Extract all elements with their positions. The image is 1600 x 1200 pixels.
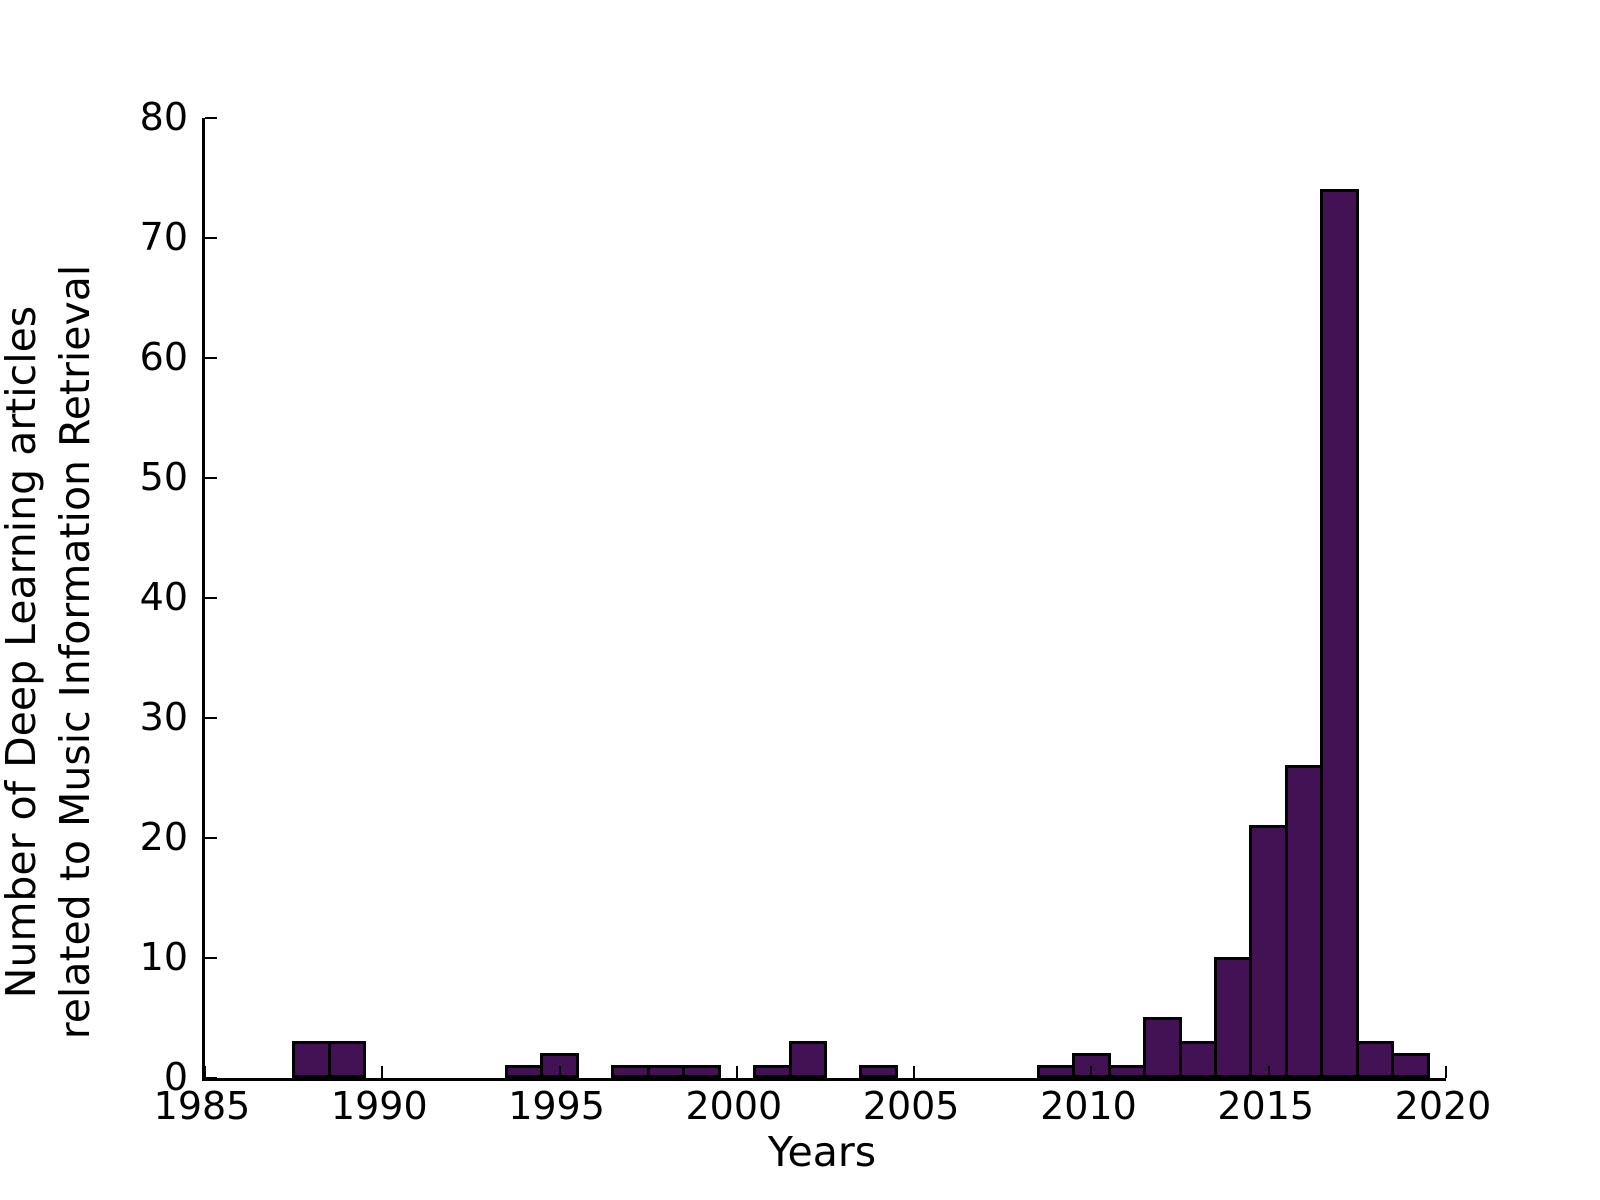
x-axis-label: Years: [767, 1128, 877, 1176]
y-tick-70: [205, 237, 217, 239]
histogram-bar-1988: [292, 1040, 331, 1078]
y-tick-20: [205, 837, 217, 839]
x-tick-label-2020: 2020: [1394, 1084, 1492, 1128]
histogram-bar-2012: [1143, 1016, 1182, 1078]
histogram-bar-2001: [753, 1064, 792, 1078]
y-axis-label-line2: related to Music Information Retrieval: [51, 264, 99, 1040]
y-tick-label-30: 30: [139, 695, 188, 740]
x-tick-1990: [381, 1066, 384, 1078]
histogram-bar-2017: [1320, 188, 1359, 1078]
y-tick-80: [205, 117, 217, 119]
x-tick-label-1985: 1985: [153, 1084, 251, 1128]
x-tick-label-2010: 2010: [1040, 1084, 1137, 1128]
y-tick-0: [205, 1077, 217, 1079]
histogram-bar-2009: [1036, 1064, 1076, 1078]
y-tick-label-60: 60: [139, 335, 188, 380]
histogram-bar-2002: [788, 1040, 827, 1078]
y-tick-label-10: 10: [139, 935, 188, 980]
y-axis-label-line1: Number of Deep Learning articles: [0, 305, 45, 999]
y-tick-50: [205, 477, 217, 479]
histogram-bar-1998: [646, 1064, 686, 1078]
histogram-bar-1997: [611, 1064, 650, 1078]
y-tick-label-70: 70: [139, 215, 188, 260]
x-tick-2020: [1445, 1066, 1447, 1078]
histogram-bar-2004: [859, 1064, 898, 1078]
y-tick-label-20: 20: [139, 815, 188, 860]
plot-area: [202, 117, 1447, 1081]
histogram-bar-2015: [1249, 824, 1288, 1078]
histogram-bar-2018: [1355, 1040, 1395, 1078]
y-tick-label-50: 50: [139, 455, 188, 500]
histogram-bar-1989: [327, 1040, 367, 1078]
histogram-bar-2011: [1107, 1064, 1147, 1078]
x-tick-label-1990: 1990: [330, 1084, 428, 1128]
y-tick-60: [205, 357, 217, 359]
histogram-bar-2013: [1178, 1040, 1218, 1078]
x-tick-2005: [913, 1066, 916, 1078]
x-tick-2010: [1090, 1066, 1093, 1078]
x-tick-label-2005: 2005: [862, 1084, 960, 1128]
y-axis-label: Number of Deep Learning articles related…: [0, 162, 102, 1142]
histogram-bar-2019: [1391, 1052, 1430, 1078]
x-tick-label-1995: 1995: [508, 1084, 605, 1128]
histogram-bar-2016: [1284, 764, 1324, 1078]
y-tick-10: [205, 957, 217, 959]
x-tick-1985: [204, 1066, 206, 1078]
x-tick-2000: [735, 1066, 738, 1078]
y-tick-40: [205, 597, 217, 599]
x-tick-label-2000: 2000: [685, 1084, 783, 1128]
histogram-bar-2014: [1214, 956, 1253, 1078]
y-tick-30: [205, 717, 217, 719]
histogram-bar-1999: [682, 1064, 721, 1078]
y-tick-label-80: 80: [139, 95, 188, 140]
x-tick-label-2015: 2015: [1217, 1084, 1315, 1128]
y-tick-label-40: 40: [139, 575, 188, 620]
x-tick-1995: [558, 1066, 561, 1078]
y-tick-label-0: 0: [163, 1055, 188, 1100]
histogram-bar-1994: [504, 1064, 544, 1078]
x-tick-2015: [1267, 1066, 1270, 1078]
